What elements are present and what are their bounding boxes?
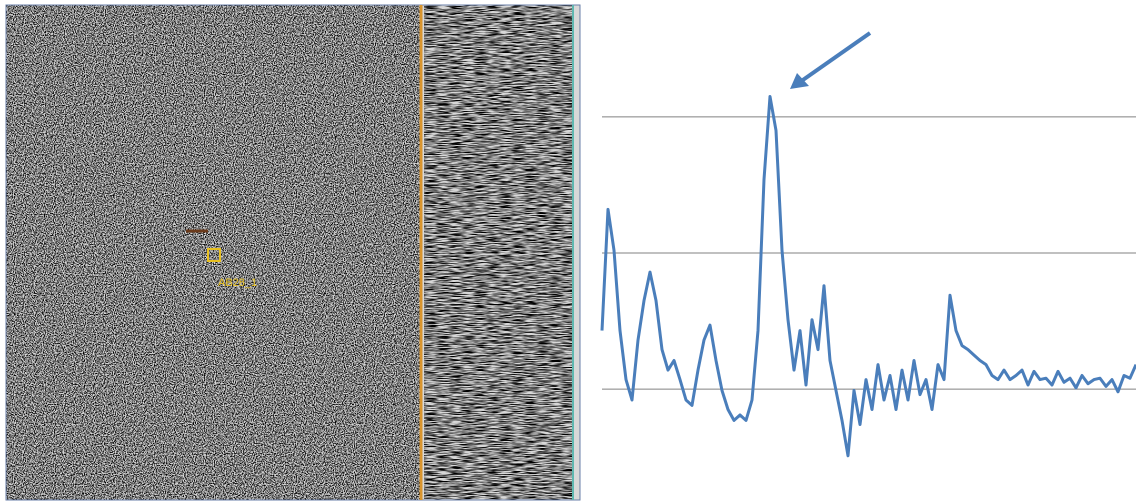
image-label: AB28_1 <box>218 277 257 289</box>
data-line <box>602 97 1136 456</box>
seismic-image: AB28_1 <box>6 5 580 500</box>
line-chart <box>602 97 1136 456</box>
arrow-shaft <box>800 33 870 82</box>
image-streaks <box>424 5 574 500</box>
screen: AB28_1 <box>0 0 1136 503</box>
image-noise <box>6 5 422 500</box>
